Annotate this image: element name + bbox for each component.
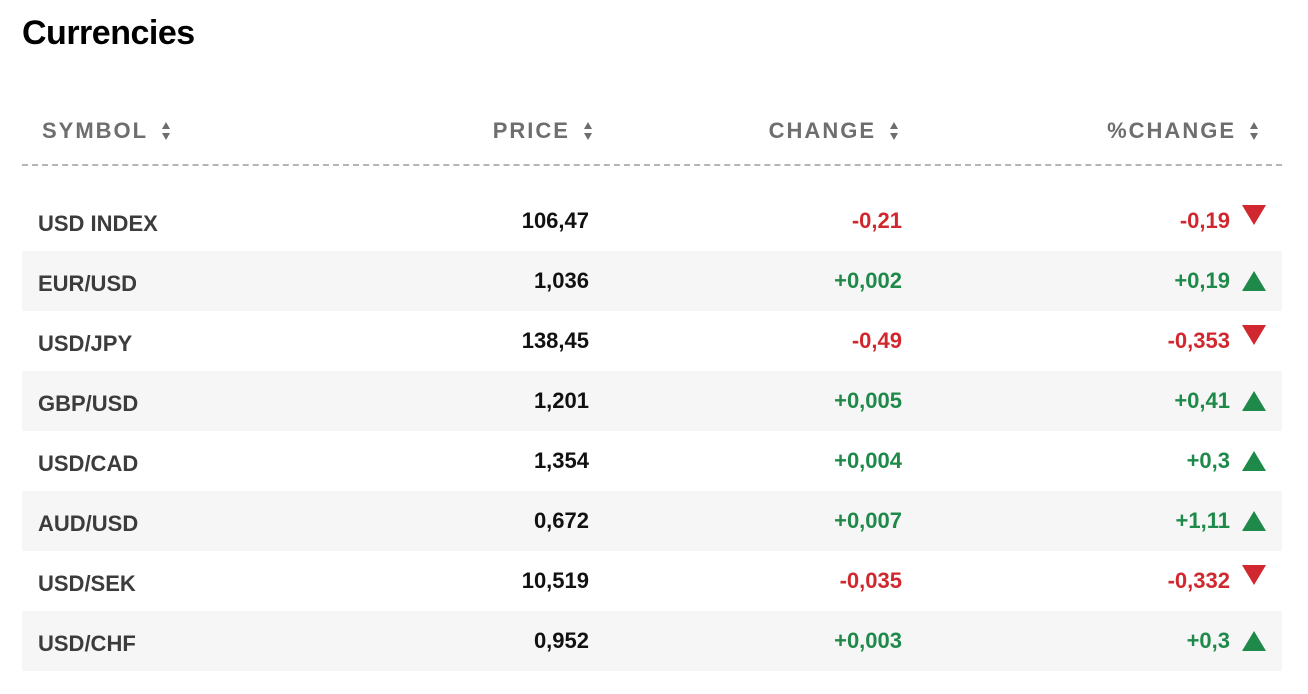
pct-change-cell: -0,332 bbox=[1168, 551, 1266, 611]
change-cell: +0,002 bbox=[834, 268, 902, 293]
up-arrow-icon bbox=[1242, 631, 1266, 651]
change-cell: +0,004 bbox=[834, 448, 902, 473]
price-header-label: PRICE bbox=[492, 118, 570, 143]
up-arrow-icon bbox=[1242, 271, 1266, 291]
pct-change-value: -0,332 bbox=[1167, 568, 1230, 593]
sort-symbol-header[interactable]: SYMBOL bbox=[42, 116, 171, 146]
change-cell: +0,003 bbox=[834, 628, 902, 653]
change-header-label: CHANGE bbox=[768, 118, 876, 143]
pct-change-cell: +0,19 bbox=[1174, 251, 1266, 311]
table-row[interactable]: USD/SEK 10,519 -0,035 -0,332 bbox=[22, 551, 1282, 611]
change-cell: +0,007 bbox=[834, 508, 902, 533]
sort-price-header[interactable]: PRICE bbox=[493, 116, 592, 146]
pct-change-value: +0,3 bbox=[1186, 628, 1230, 653]
pct-change-value: +1,11 bbox=[1175, 508, 1230, 533]
price-cell: 1,354 bbox=[533, 448, 589, 473]
table-header: SYMBOL PRICE CHANGE %CHANGE bbox=[22, 96, 1282, 166]
pct-change-value: -0,353 bbox=[1167, 328, 1230, 353]
price-cell: 106,47 bbox=[521, 208, 589, 233]
pct-change-value: -0,19 bbox=[1179, 208, 1230, 233]
symbol-cell[interactable]: USD/CHF bbox=[38, 631, 136, 656]
change-cell: -0,035 bbox=[839, 568, 902, 593]
pct-change-header-label: %CHANGE bbox=[1107, 118, 1236, 143]
pct-change-cell: -0,353 bbox=[1168, 311, 1266, 371]
sort-pct-change-header[interactable]: %CHANGE bbox=[1107, 116, 1258, 146]
widget-title: Currencies bbox=[22, 14, 195, 52]
sort-change-header[interactable]: CHANGE bbox=[769, 116, 898, 146]
up-arrow-icon bbox=[1242, 451, 1266, 471]
table-row[interactable]: AUD/USD 0,672 +0,007 +1,11 bbox=[22, 491, 1282, 551]
symbol-cell[interactable]: EUR/USD bbox=[38, 271, 138, 296]
sort-arrows-icon bbox=[162, 122, 171, 140]
symbol-cell[interactable]: AUD/USD bbox=[38, 511, 139, 536]
symbol-cell[interactable]: USD/JPY bbox=[38, 331, 133, 356]
sort-arrows-icon bbox=[890, 122, 898, 140]
down-arrow-icon bbox=[1242, 565, 1266, 585]
sort-arrows-icon bbox=[584, 122, 592, 140]
change-cell: -0,49 bbox=[851, 328, 902, 353]
symbol-header-label: SYMBOL bbox=[42, 118, 149, 143]
symbol-cell[interactable]: USD INDEX bbox=[38, 211, 158, 236]
price-cell: 0,672 bbox=[533, 508, 589, 533]
sort-arrows-icon bbox=[1250, 122, 1258, 140]
pct-change-value: +0,3 bbox=[1186, 448, 1230, 473]
table-row[interactable]: USD/CAD 1,354 +0,004 +0,3 bbox=[22, 431, 1282, 491]
table-row[interactable]: EUR/USD 1,036 +0,002 +0,19 bbox=[22, 251, 1282, 311]
up-arrow-icon bbox=[1242, 511, 1266, 531]
currency-table-body: USD INDEX 106,47 -0,21 -0,19 EUR/USD 1,0… bbox=[22, 191, 1282, 671]
pct-change-cell: +0,3 bbox=[1187, 611, 1266, 671]
down-arrow-icon bbox=[1242, 325, 1266, 345]
table-row[interactable]: GBP/USD 1,201 +0,005 +0,41 bbox=[22, 371, 1282, 431]
pct-change-value: +0,19 bbox=[1174, 268, 1230, 293]
table-row[interactable]: USD/CHF 0,952 +0,003 +0,3 bbox=[22, 611, 1282, 671]
up-arrow-icon bbox=[1242, 391, 1266, 411]
price-cell: 1,036 bbox=[533, 268, 589, 293]
pct-change-cell: +1,11 bbox=[1176, 491, 1266, 551]
change-cell: -0,21 bbox=[851, 208, 902, 233]
price-cell: 0,952 bbox=[533, 628, 589, 653]
price-cell: 1,201 bbox=[533, 388, 589, 413]
change-cell: +0,005 bbox=[834, 388, 902, 413]
price-cell: 138,45 bbox=[521, 328, 589, 353]
pct-change-cell: +0,41 bbox=[1174, 371, 1266, 431]
price-cell: 10,519 bbox=[521, 568, 589, 593]
symbol-cell[interactable]: GBP/USD bbox=[38, 391, 139, 416]
symbol-cell[interactable]: USD/CAD bbox=[38, 451, 139, 476]
symbol-cell[interactable]: USD/SEK bbox=[38, 571, 136, 596]
table-row[interactable]: USD/JPY 138,45 -0,49 -0,353 bbox=[22, 311, 1282, 371]
pct-change-cell: -0,19 bbox=[1180, 191, 1266, 251]
table-row[interactable]: USD INDEX 106,47 -0,21 -0,19 bbox=[22, 191, 1282, 251]
pct-change-cell: +0,3 bbox=[1187, 431, 1266, 491]
pct-change-value: +0,41 bbox=[1174, 388, 1230, 413]
down-arrow-icon bbox=[1242, 205, 1266, 225]
